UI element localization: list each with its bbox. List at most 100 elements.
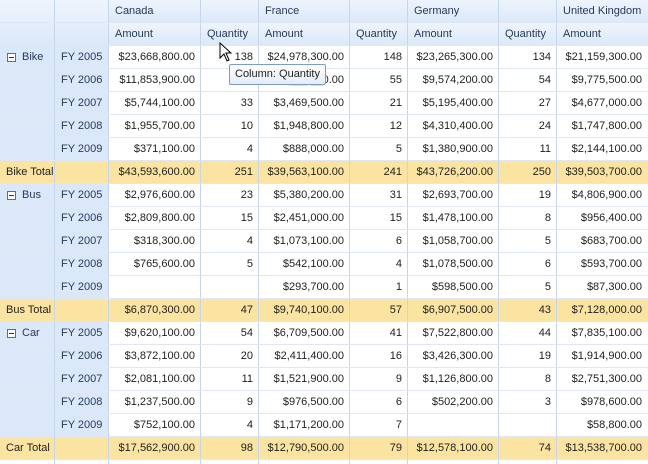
data-cell[interactable]: 23 [201,184,259,207]
data-cell[interactable]: 4 [201,230,259,253]
total-cell[interactable]: $39,503,700.00 [557,161,648,184]
data-cell[interactable]: $765,600.00 [109,253,201,276]
data-cell[interactable]: 8 [499,207,557,230]
row-header-group[interactable]: Car [0,322,55,437]
data-cell[interactable]: 5 [499,230,557,253]
data-cell[interactable]: $23,265,300.00 [408,46,499,69]
total-cell[interactable]: 251 [201,161,259,184]
column-header-amount[interactable]: Amount [109,23,201,46]
total-cell[interactable]: 250 [499,161,557,184]
data-cell[interactable]: $58,800.00 [557,414,648,437]
data-cell[interactable]: $1,078,500.00 [408,253,499,276]
total-cell[interactable]: 57 [350,299,408,322]
data-cell[interactable]: 21 [350,92,408,115]
data-cell[interactable]: 15 [350,207,408,230]
row-header-year[interactable]: FY 2007 [55,92,109,115]
data-cell[interactable]: $1,380,900.00 [408,138,499,161]
data-cell[interactable]: 9 [350,368,408,391]
data-cell[interactable]: 4 [201,414,259,437]
total-cell[interactable]: $13,538,700.00 [557,437,648,460]
data-cell[interactable]: $21,159,300.00 [557,46,648,69]
data-cell[interactable]: $318,300.00 [109,230,201,253]
data-cell[interactable]: 6 [350,391,408,414]
data-cell[interactable]: $2,976,600.00 [109,184,201,207]
data-cell[interactable]: $752,100.00 [109,414,201,437]
data-cell[interactable]: $1,948,800.00 [259,115,350,138]
row-header-year[interactable]: FY 2006 [55,345,109,368]
row-header-year[interactable]: FY 2008 [55,115,109,138]
total-cell[interactable]: $6,907,500.00 [408,299,499,322]
row-header-year[interactable]: FY 2009 [55,414,109,437]
total-cell[interactable]: $6,870,300.00 [109,299,201,322]
collapse-icon[interactable] [7,329,16,338]
row-header-group[interactable]: Bus [0,184,55,299]
data-cell[interactable]: $1,058,700.00 [408,230,499,253]
row-header-year[interactable]: FY 2005 [55,46,109,69]
data-cell[interactable]: 5 [499,276,557,299]
data-cell[interactable]: $2,411,400.00 [259,345,350,368]
row-header-year[interactable]: FY 2005 [55,184,109,207]
total-cell[interactable]: $7,128,000.00 [557,299,648,322]
data-cell[interactable]: 15 [201,207,259,230]
data-cell[interactable]: $1,171,200.00 [259,414,350,437]
data-cell[interactable]: 8 [499,368,557,391]
data-cell[interactable]: 5 [350,138,408,161]
data-cell[interactable]: $2,144,100.00 [557,138,648,161]
data-cell[interactable]: $2,081,100.00 [109,368,201,391]
data-cell[interactable]: 11 [201,368,259,391]
data-cell[interactable]: $1,126,800.00 [408,368,499,391]
data-cell[interactable]: 7 [350,414,408,437]
data-cell[interactable]: 55 [350,69,408,92]
data-cell[interactable]: 19 [499,345,557,368]
data-cell[interactable]: $5,380,200.00 [259,184,350,207]
data-cell[interactable]: $1,073,100.00 [259,230,350,253]
total-cell[interactable]: 43 [499,299,557,322]
column-header-quantity[interactable]: Quantity [350,23,408,46]
data-cell[interactable]: $24,978,300.00 [259,46,350,69]
data-cell[interactable]: 4 [201,138,259,161]
data-cell[interactable]: $2,809,800.00 [109,207,201,230]
column-header-quantity[interactable]: Quantity [201,23,259,46]
row-header-year[interactable]: FY 2006 [55,69,109,92]
data-cell[interactable]: $1,747,800.00 [557,115,648,138]
data-cell[interactable]: $23,668,800.00 [109,46,201,69]
data-cell[interactable]: $6,709,500.00 [259,322,350,345]
data-cell[interactable]: $3,469,500.00 [259,92,350,115]
data-cell[interactable]: 20 [201,345,259,368]
total-cell[interactable]: 47 [201,299,259,322]
row-header-year[interactable]: FY 2005 [55,322,109,345]
data-cell[interactable]: $1,521,900.00 [259,368,350,391]
total-cell[interactable]: $43,593,600.00 [109,161,201,184]
data-cell[interactable]: $683,700.00 [557,230,648,253]
data-cell[interactable]: $3,426,300.00 [408,345,499,368]
data-cell[interactable]: 16 [350,345,408,368]
data-cell[interactable]: 44 [499,322,557,345]
total-cell[interactable]: $12,578,100.00 [408,437,499,460]
data-cell[interactable]: 10 [201,115,259,138]
row-header-year[interactable]: FY 2009 [55,138,109,161]
column-header-amount[interactable]: Amount [408,23,499,46]
data-cell[interactable]: $5,195,400.00 [408,92,499,115]
data-cell[interactable]: $11,853,900.00 [109,69,201,92]
data-cell[interactable] [109,276,201,299]
data-cell[interactable]: $2,451,000.00 [259,207,350,230]
total-cell[interactable]: 74 [499,437,557,460]
row-header-year[interactable]: FY 2009 [55,276,109,299]
row-header-year[interactable]: FY 2007 [55,230,109,253]
data-cell[interactable]: 12 [350,115,408,138]
data-cell[interactable]: $2,751,300.00 [557,368,648,391]
data-cell[interactable] [499,414,557,437]
data-cell[interactable]: $1,914,900.00 [557,345,648,368]
data-cell[interactable]: $7,835,100.00 [557,322,648,345]
total-cell[interactable]: 79 [350,437,408,460]
collapse-icon[interactable] [7,53,16,62]
data-cell[interactable]: 41 [350,322,408,345]
column-header-country[interactable]: France [259,0,408,23]
total-cell[interactable]: $39,563,100.00 [259,161,350,184]
data-cell[interactable]: $7,522,800.00 [408,322,499,345]
row-header-year[interactable]: FY 2008 [55,391,109,414]
data-cell[interactable]: $888,000.00 [259,138,350,161]
data-cell[interactable]: $3,872,100.00 [109,345,201,368]
data-cell[interactable]: $9,620,100.00 [109,322,201,345]
data-cell[interactable]: $1,237,500.00 [109,391,201,414]
